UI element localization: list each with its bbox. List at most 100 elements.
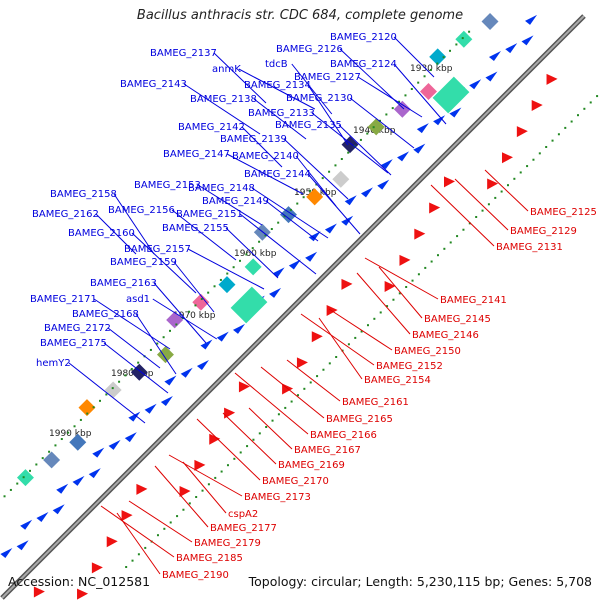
reverse-gene-arrow xyxy=(179,486,191,498)
track-tick xyxy=(494,196,497,199)
gene-feature-box xyxy=(130,363,148,381)
forward-leader-line xyxy=(152,298,218,340)
track-tick xyxy=(207,291,210,294)
track-tick xyxy=(347,343,350,346)
track-tick xyxy=(270,228,273,231)
track-tick xyxy=(265,426,268,429)
forward-gene-arrow xyxy=(160,396,173,407)
kbp-tick-label: 1970 kbp xyxy=(173,311,216,321)
forward-gene-label: BAMEG_2175 xyxy=(40,338,107,349)
track-tick xyxy=(366,132,369,135)
track-tick xyxy=(449,49,452,52)
reverse-gene-label: BAMEG_2170 xyxy=(262,476,329,487)
forward-gene-label: BAMEG_2143 xyxy=(120,79,187,90)
forward-gene-label: BAMEG_2120 xyxy=(330,32,397,43)
track-tick xyxy=(321,177,324,180)
track-tick xyxy=(213,285,216,288)
gene-feature-box xyxy=(280,206,297,224)
forward-gene-label: BAMEG_2134 xyxy=(244,80,311,91)
forward-leader-line xyxy=(131,232,197,294)
forward-leader-line xyxy=(311,112,389,174)
forward-gene-arrow xyxy=(305,251,318,262)
forward-gene-arrow xyxy=(521,35,534,46)
reverse-gene-label: BAMEG_2145 xyxy=(424,314,491,325)
forward-gene-label: BAMEG_2156 xyxy=(108,205,175,216)
reverse-gene-label: BAMEG_2125 xyxy=(530,207,597,218)
track-tick xyxy=(144,546,147,549)
forward-leader-line xyxy=(283,138,349,200)
track-tick xyxy=(131,559,134,562)
forward-gene-label: BAMEG_2151 xyxy=(176,209,243,220)
reverse-gene-label: BAMEG_2177 xyxy=(210,523,277,534)
accession-text: Accession: NC_012581 xyxy=(8,574,151,589)
track-tick xyxy=(334,164,337,167)
forward-gene-arrow xyxy=(92,447,105,458)
forward-leader-line xyxy=(393,36,435,78)
track-tick xyxy=(264,234,267,237)
track-tick xyxy=(545,145,548,148)
forward-gene-arrow xyxy=(413,143,426,154)
track-tick xyxy=(188,502,191,505)
forward-gene-arrow xyxy=(485,71,498,82)
forward-gene-arrow xyxy=(16,540,29,551)
kbp-tick-label: 1980 kbp xyxy=(111,369,154,379)
forward-gene-arrow xyxy=(124,432,137,443)
track-tick xyxy=(271,419,274,422)
reverse-leader-line xyxy=(378,266,423,319)
reverse-gene-label: BAMEG_2169 xyxy=(278,460,345,471)
reverse-gene-label: BAMEG_2131 xyxy=(496,242,563,253)
forward-gene-arrow xyxy=(380,159,393,170)
track-tick xyxy=(233,457,236,460)
track-tick xyxy=(328,170,331,173)
track-tick xyxy=(424,266,427,269)
track-tick xyxy=(195,496,198,499)
forward-gene-arrow xyxy=(0,548,13,559)
forward-gene-arrow xyxy=(144,403,157,414)
forward-gene-arrow xyxy=(288,259,301,270)
track-tick xyxy=(182,508,185,511)
reverse-gene-label: BAMEG_2173 xyxy=(244,492,311,503)
forward-leader-line xyxy=(393,63,447,125)
forward-gene-arrow xyxy=(272,267,285,278)
forward-leader-line xyxy=(183,83,261,135)
forward-gene-label: BAMEG_2126 xyxy=(276,44,343,55)
reverse-gene-arrow xyxy=(91,562,103,574)
forward-gene-label: BAMEG_2144 xyxy=(244,169,311,180)
track-tick xyxy=(519,171,522,174)
track-tick xyxy=(391,107,394,110)
gene-feature-box xyxy=(218,276,236,294)
track-tick xyxy=(239,451,242,454)
track-tick xyxy=(41,457,44,460)
reverse-gene-arrow xyxy=(531,99,543,111)
reverse-leader-line xyxy=(430,184,495,247)
track-tick xyxy=(405,285,408,288)
reverse-gene-arrow xyxy=(121,510,133,522)
forward-leader-line xyxy=(93,298,171,350)
reverse-gene-arrow xyxy=(136,483,148,495)
reverse-leader-line xyxy=(248,407,293,450)
forward-gene-arrow xyxy=(505,43,518,54)
track-tick xyxy=(226,464,229,467)
track-tick xyxy=(328,362,331,365)
forward-leader-line xyxy=(295,155,337,207)
track-tick xyxy=(436,254,439,257)
track-tick xyxy=(111,387,114,390)
track-tick xyxy=(430,260,433,263)
forward-gene-label: anmK xyxy=(212,64,241,75)
reverse-gene-arrow xyxy=(77,588,89,600)
track-tick xyxy=(316,375,319,378)
track-tick xyxy=(130,368,133,371)
forward-gene-label: BAMEG_2153 xyxy=(134,180,201,191)
track-tick xyxy=(137,361,140,364)
track-tick xyxy=(226,272,229,275)
track-tick xyxy=(417,273,420,276)
track-tick xyxy=(309,381,312,384)
forward-gene-label: BAMEG_2135 xyxy=(275,120,342,131)
forward-gene-arrow xyxy=(88,468,101,479)
reverse-leader-line xyxy=(116,512,161,575)
gene-feature-box xyxy=(367,118,385,136)
forward-leader-line xyxy=(171,209,237,261)
track-tick xyxy=(532,158,535,161)
track-tick xyxy=(576,114,579,117)
